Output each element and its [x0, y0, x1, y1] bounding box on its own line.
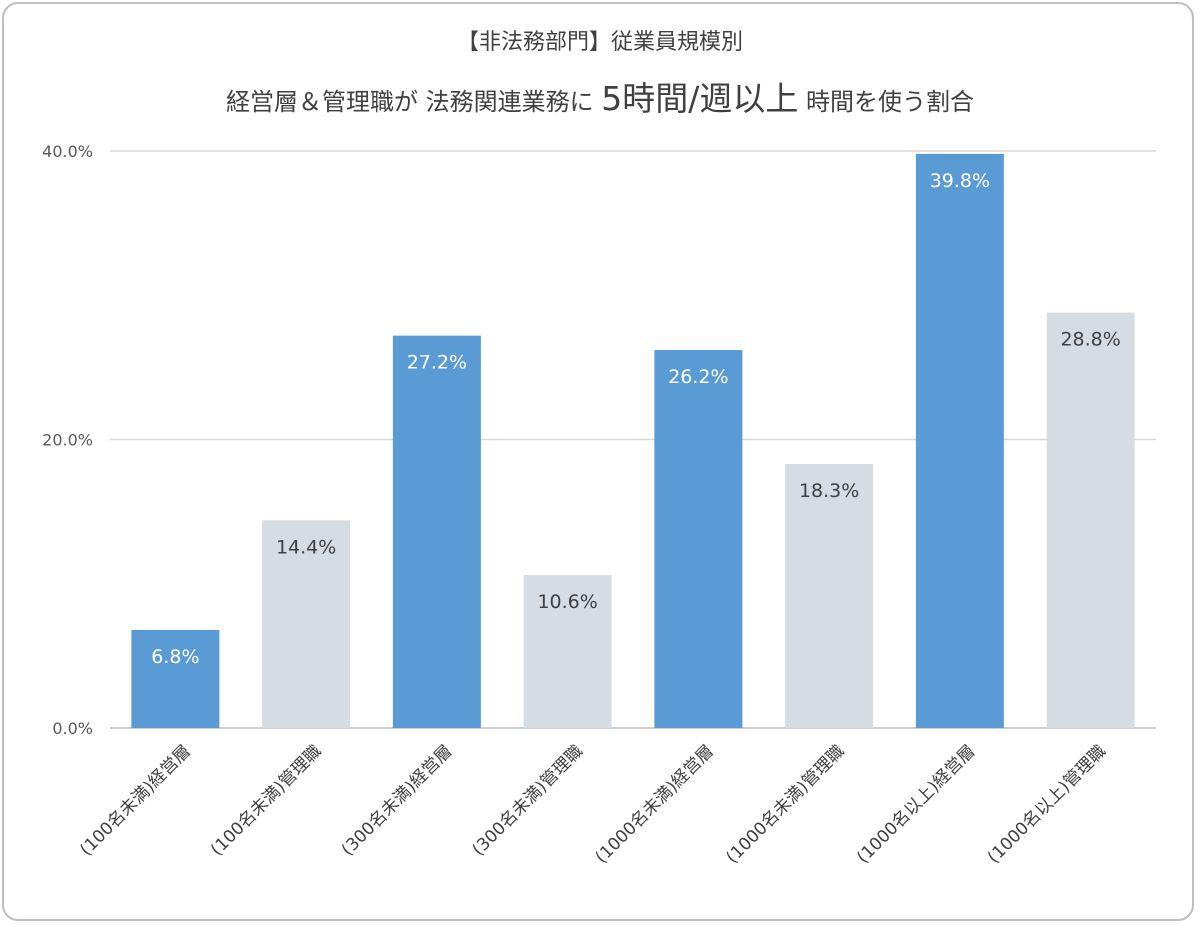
bar [523, 575, 612, 728]
data-label: 28.8% [1060, 329, 1120, 351]
x-tick-label: (100名未満)経営層 [76, 741, 195, 860]
bar [1046, 312, 1135, 728]
bar [392, 335, 481, 728]
data-label: 14.4% [276, 536, 336, 558]
x-tick-label: (1000名未満)経営層 [592, 741, 718, 867]
x-tick-label: (100名未満)管理職 [207, 741, 326, 860]
x-tick-label: (300名未満)経営層 [338, 741, 457, 860]
data-label: 10.6% [537, 591, 597, 613]
bar [262, 520, 351, 728]
x-tick-label: (1000名未満)管理職 [722, 741, 848, 867]
data-label: 6.8% [151, 646, 199, 668]
x-tick-label: (1000名以上)経営層 [853, 741, 979, 867]
chart-subtitle: 経営層＆管理職が 法務関連業務に 5時間/週以上 時間を使う割合 [0, 72, 1200, 120]
bar [915, 153, 1004, 728]
y-tick-label: 0.0% [52, 719, 93, 738]
y-tick-label: 20.0% [42, 431, 93, 450]
data-label: 18.3% [799, 480, 859, 502]
x-tick-label: (300名未満)管理職 [469, 741, 588, 860]
y-tick-label: 40.0% [42, 142, 93, 161]
bar [131, 629, 220, 728]
bar [785, 464, 874, 728]
data-label: 26.2% [668, 366, 728, 388]
chart-title: 【非法務部門】従業員規模別 [456, 30, 743, 55]
subtitle-part-a: 経営層＆管理職が 法務関連業務に [225, 88, 602, 116]
subtitle-part-c: 時間を使う割合 [798, 88, 975, 116]
data-label: 39.8% [930, 170, 990, 192]
x-tick-label: (1000名以上)管理職 [984, 741, 1110, 867]
bar [654, 350, 743, 728]
data-label: 27.2% [407, 352, 467, 374]
subtitle-emphasis: 5時間/週以上 [601, 79, 799, 118]
